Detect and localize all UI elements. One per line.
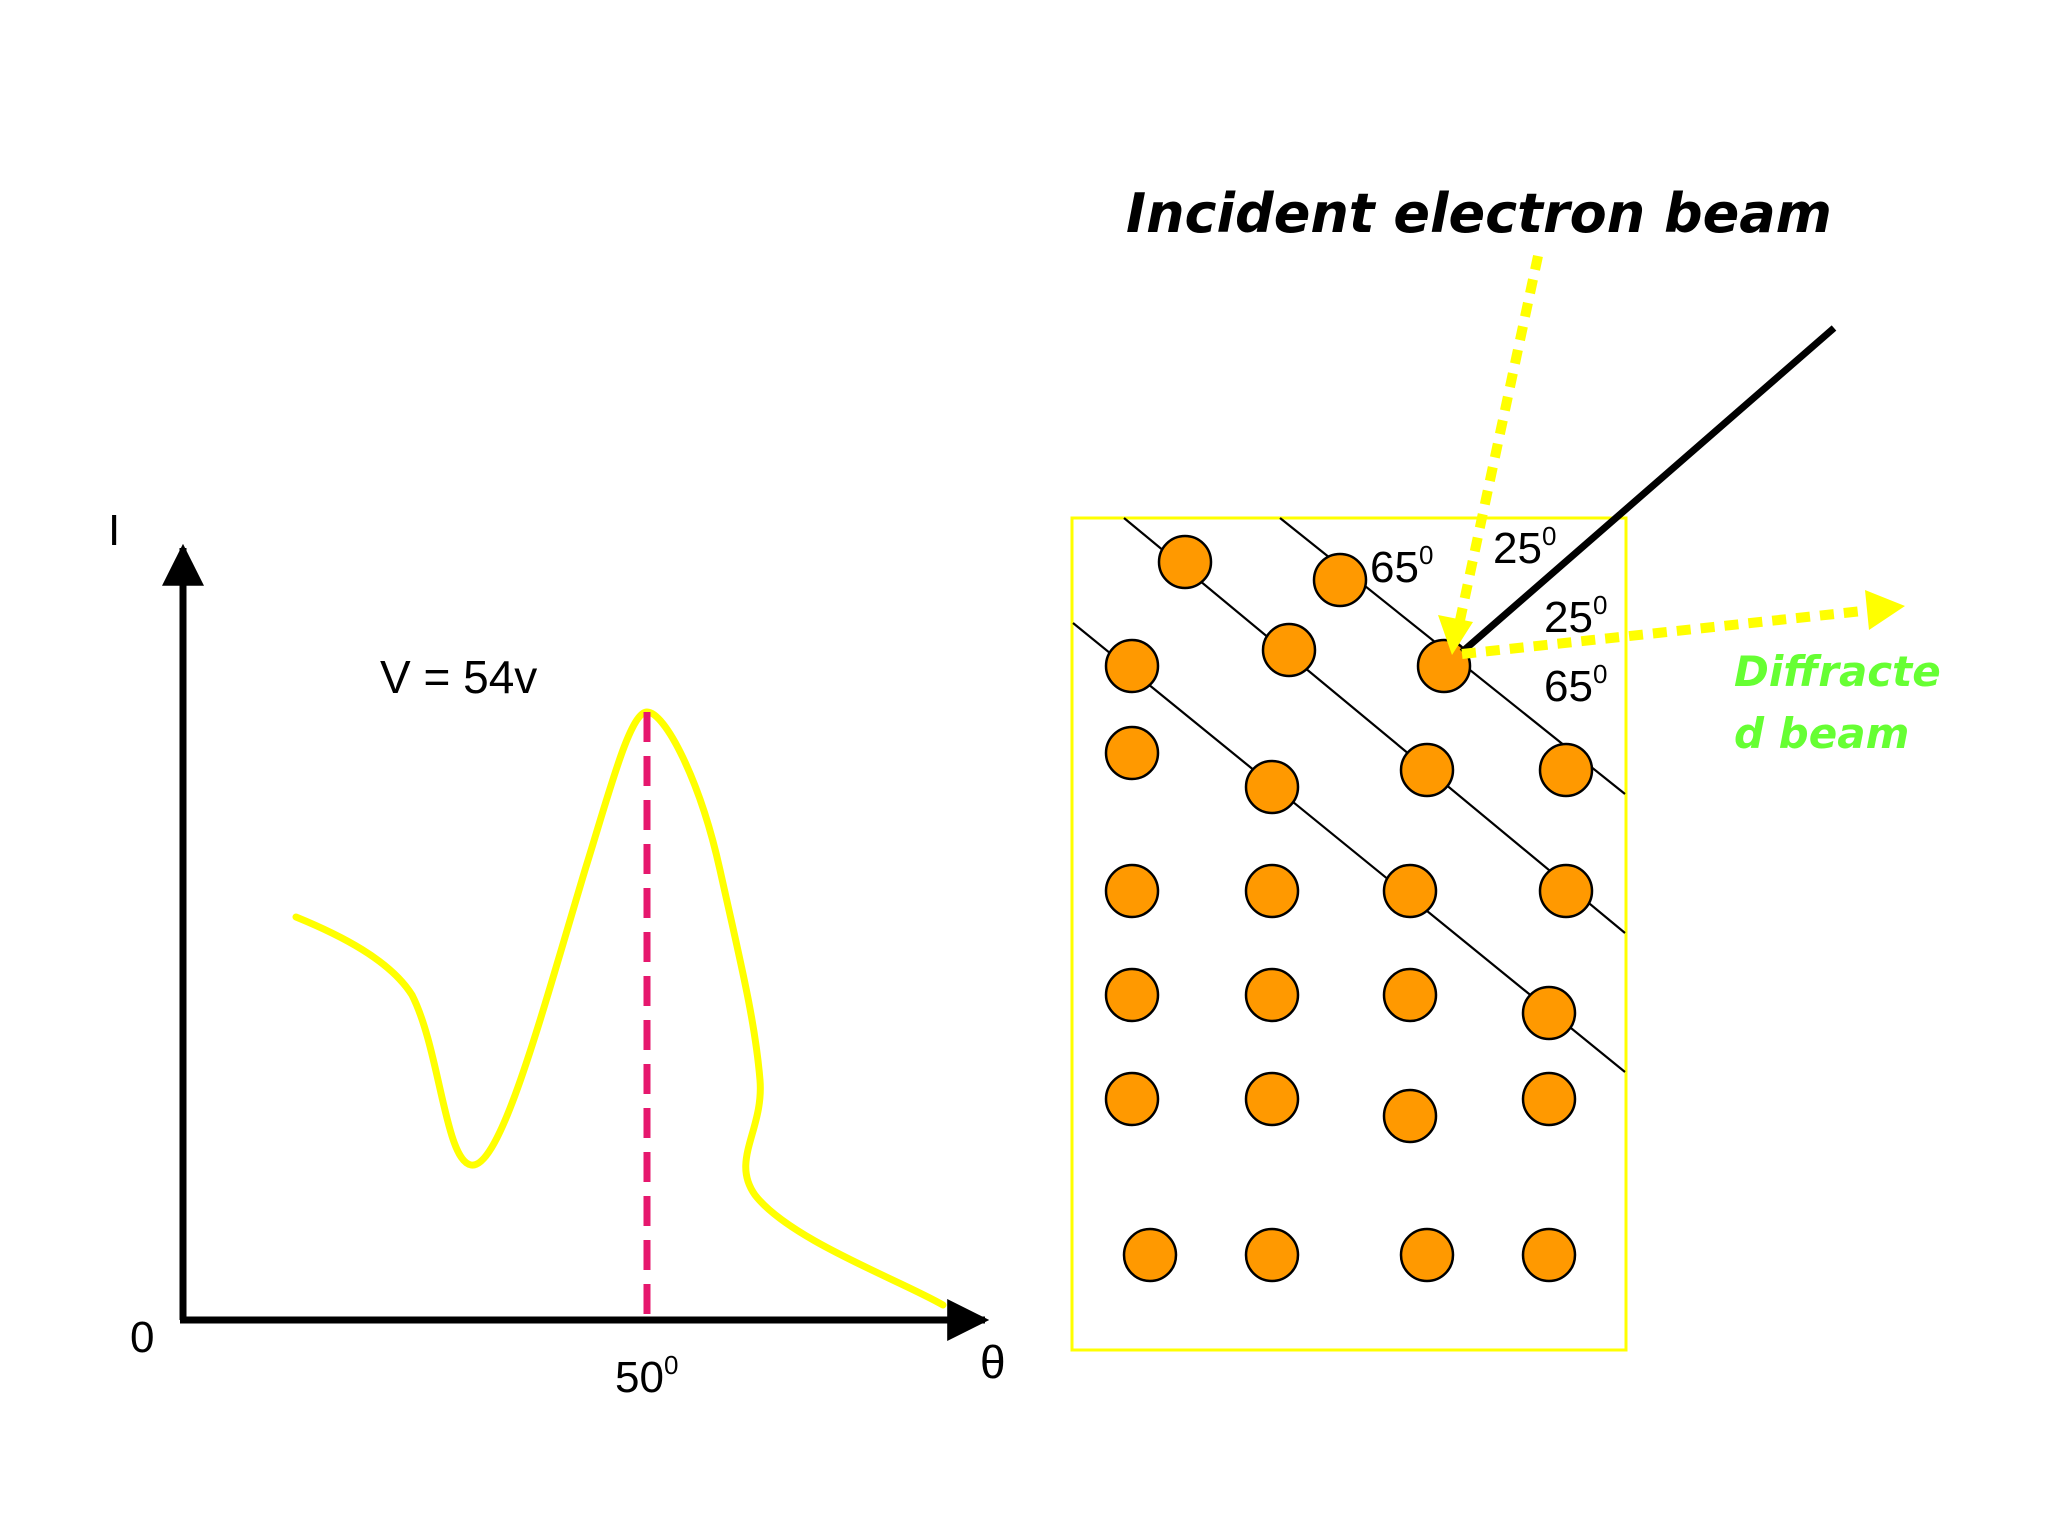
incident-beam-arrowhead [1438,615,1473,655]
intensity-curve [292,708,947,1309]
atom [1244,863,1300,919]
voltage-label: V = 54v [380,651,537,703]
atom [1157,534,1213,590]
atom [1104,638,1160,694]
atom [1521,985,1577,1041]
atom [1244,759,1300,815]
angle-label: 250 [1544,590,1607,642]
atom [1382,863,1438,919]
angle-label: 650 [1544,659,1607,711]
intensity-graph: I 0 θ V = 54v 500 [108,506,1006,1402]
diffracted-beam-label-line2: d beam [1734,709,1909,758]
atom [1104,967,1160,1023]
atom [1382,1088,1438,1144]
crystal-border [1070,516,1628,1352]
crystal-diagram: Incident electron beam [1070,182,1941,1352]
atom [1104,863,1160,919]
atom [1538,742,1594,798]
angle-label: 250 [1493,521,1556,573]
atom [1538,863,1594,919]
angle-label: 650 [1370,540,1433,592]
diffracted-beam [1461,605,1873,659]
atom [1399,742,1455,798]
lattice-plane [1123,517,1626,934]
atom [1312,552,1368,608]
x-axis-label: θ [980,1336,1006,1388]
atom [1122,1227,1178,1283]
atom [1244,967,1300,1023]
atom [1104,1071,1160,1127]
atom [1104,725,1160,781]
incident-beam-title: Incident electron beam [1126,182,1832,245]
atom [1244,1227,1300,1283]
atom [1261,622,1317,678]
atom [1244,1071,1300,1127]
atom [1382,967,1438,1023]
atom [1521,1071,1577,1127]
detector-line [1459,325,1837,655]
peak-angle-label: 500 [615,1350,678,1402]
diffracted-beam-arrowhead [1865,590,1905,630]
origin-label: 0 [130,1313,154,1362]
incident-beam [1454,254,1543,627]
atom [1399,1227,1455,1283]
diffracted-beam-label-line1: Diffracte [1734,647,1941,696]
atoms [1104,534,1594,1283]
atom [1416,638,1472,694]
atom [1521,1227,1577,1283]
y-axis-label: I [108,506,120,555]
